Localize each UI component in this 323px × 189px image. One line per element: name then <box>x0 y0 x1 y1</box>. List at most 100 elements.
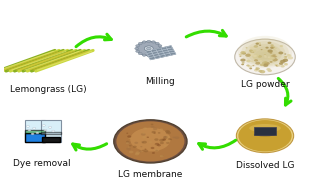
FancyBboxPatch shape <box>254 127 276 135</box>
Circle shape <box>273 49 276 50</box>
Circle shape <box>42 125 45 126</box>
Text: LG membrane: LG membrane <box>118 170 182 180</box>
Circle shape <box>279 62 282 64</box>
Circle shape <box>280 65 285 67</box>
Circle shape <box>165 140 169 143</box>
Circle shape <box>255 68 258 70</box>
Circle shape <box>253 56 257 59</box>
Circle shape <box>155 53 159 55</box>
Circle shape <box>151 124 153 125</box>
Circle shape <box>249 50 253 52</box>
Circle shape <box>141 133 146 136</box>
Circle shape <box>255 67 260 70</box>
Circle shape <box>126 147 131 150</box>
Circle shape <box>154 138 159 141</box>
Circle shape <box>245 54 251 57</box>
Circle shape <box>275 64 278 66</box>
Circle shape <box>155 42 159 45</box>
Circle shape <box>133 146 137 148</box>
Circle shape <box>141 141 144 143</box>
Circle shape <box>287 54 290 56</box>
Circle shape <box>284 58 288 60</box>
Circle shape <box>147 55 151 57</box>
Circle shape <box>155 144 157 146</box>
Ellipse shape <box>249 124 281 132</box>
Circle shape <box>284 53 287 55</box>
Circle shape <box>252 46 278 62</box>
Circle shape <box>136 45 140 47</box>
Circle shape <box>160 155 164 157</box>
Circle shape <box>135 153 139 155</box>
Circle shape <box>269 52 272 54</box>
Circle shape <box>261 49 263 50</box>
Circle shape <box>155 143 159 146</box>
Circle shape <box>48 126 52 128</box>
Circle shape <box>129 151 133 153</box>
Circle shape <box>241 64 244 65</box>
Polygon shape <box>146 46 176 60</box>
Circle shape <box>163 136 168 139</box>
Circle shape <box>26 125 29 127</box>
Circle shape <box>163 145 167 147</box>
Ellipse shape <box>10 46 80 76</box>
Text: Lemongrass (LG): Lemongrass (LG) <box>10 85 87 94</box>
Circle shape <box>239 53 243 56</box>
Circle shape <box>252 65 255 66</box>
Circle shape <box>236 119 294 153</box>
Circle shape <box>143 127 147 130</box>
Circle shape <box>269 61 273 63</box>
Circle shape <box>262 61 268 65</box>
Circle shape <box>160 142 164 144</box>
Circle shape <box>127 135 131 138</box>
Circle shape <box>271 54 277 58</box>
Circle shape <box>166 138 169 139</box>
Circle shape <box>142 136 146 138</box>
Circle shape <box>136 151 140 154</box>
Circle shape <box>270 57 275 60</box>
Circle shape <box>166 142 170 144</box>
Circle shape <box>258 70 263 72</box>
Circle shape <box>287 54 291 57</box>
Circle shape <box>260 70 265 73</box>
Circle shape <box>276 54 279 56</box>
Circle shape <box>246 60 251 62</box>
Circle shape <box>260 64 264 66</box>
Circle shape <box>161 155 164 157</box>
Circle shape <box>135 47 139 50</box>
Circle shape <box>52 130 55 132</box>
Circle shape <box>144 149 147 150</box>
Text: Milling: Milling <box>145 77 175 86</box>
Circle shape <box>267 69 272 72</box>
Circle shape <box>266 47 269 49</box>
Circle shape <box>126 142 129 144</box>
Circle shape <box>149 141 152 143</box>
Circle shape <box>162 139 166 141</box>
Circle shape <box>248 44 282 64</box>
Circle shape <box>153 128 157 130</box>
Circle shape <box>264 55 266 57</box>
Circle shape <box>175 136 179 139</box>
Circle shape <box>272 60 275 62</box>
Circle shape <box>142 150 144 151</box>
Text: Dissolved LG: Dissolved LG <box>236 161 294 170</box>
Text: Dye removal: Dye removal <box>13 159 71 168</box>
Circle shape <box>284 56 287 58</box>
Circle shape <box>126 133 128 134</box>
Circle shape <box>238 36 292 68</box>
Circle shape <box>250 50 254 53</box>
Circle shape <box>288 56 293 60</box>
Circle shape <box>264 54 266 55</box>
Circle shape <box>284 63 288 65</box>
Circle shape <box>142 142 144 143</box>
Circle shape <box>270 44 274 46</box>
Circle shape <box>153 132 156 134</box>
Circle shape <box>165 130 170 133</box>
FancyBboxPatch shape <box>25 120 45 142</box>
Circle shape <box>279 62 284 65</box>
Circle shape <box>126 141 129 143</box>
Circle shape <box>142 41 146 43</box>
Circle shape <box>151 131 156 133</box>
Circle shape <box>278 51 283 54</box>
Circle shape <box>151 126 154 128</box>
Circle shape <box>235 39 295 75</box>
